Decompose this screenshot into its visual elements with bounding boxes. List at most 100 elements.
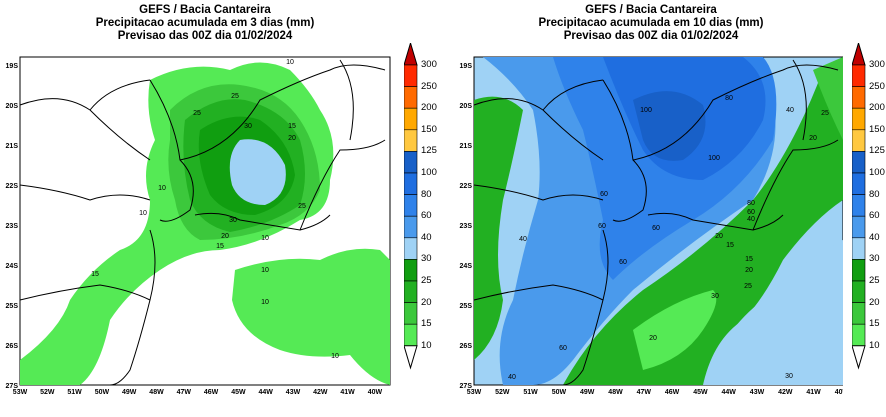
colorbar-label: 25: [869, 275, 880, 286]
contour-label: 40: [747, 216, 755, 223]
contour-label: 10: [261, 299, 269, 306]
contour-label: 60: [652, 225, 660, 232]
colorbar-label: 150: [869, 123, 885, 135]
colorbar-segment: [851, 237, 866, 260]
lon-tick-label: 46W: [204, 389, 219, 396]
colorbar-segment: [851, 323, 866, 347]
lon-tick-label: 49W: [122, 389, 137, 396]
colorbar-label: 300: [869, 59, 885, 70]
colorbar-segment: [851, 194, 866, 217]
colorbar-segment: [403, 215, 418, 239]
contour-label: 25: [193, 110, 201, 117]
colorbar-label: 20: [421, 296, 432, 308]
contour-label: 25: [231, 93, 239, 100]
lat-tick-label: 20S: [460, 103, 473, 110]
precip-field: [474, 57, 843, 385]
lat-tick-label: 19S: [6, 63, 19, 70]
colorbar-label: 20: [869, 296, 880, 308]
lon-tick-label: 52W: [40, 389, 55, 396]
contour-label: 30: [785, 373, 793, 380]
lon-tick-label: 42W: [778, 389, 793, 396]
lon-tick-label: 50W: [552, 389, 567, 396]
colorbar-label: 150: [421, 123, 437, 135]
colorbar-label: 100: [869, 167, 885, 178]
lon-tick-label: 47W: [637, 389, 652, 396]
colorbar-label: 30: [421, 253, 432, 265]
lon-tick-label: 51W: [523, 389, 538, 396]
title-line: Precipitacao acumulada em 3 dias (mm): [95, 17, 315, 29]
lon-tick-label: 41W: [806, 389, 821, 396]
map-title: GEFS / Bacia Cantareira Precipitacao acu…: [501, 4, 801, 43]
contour-label: 25: [744, 283, 752, 290]
contour-label: 60: [559, 345, 567, 352]
colorbar-segment: [403, 280, 418, 303]
lon-tick-label: 48W: [608, 389, 623, 396]
contour-label: 40: [508, 374, 516, 381]
colorbar-label: 60: [869, 210, 880, 222]
contour-label: 60: [619, 259, 627, 266]
contour-label: 20: [649, 335, 657, 342]
colorbar-segment: [403, 129, 418, 152]
colorbar-svg: [851, 41, 866, 370]
colorbar-segment: [403, 323, 418, 347]
colorbar-label: 30: [869, 253, 880, 265]
colorbar-label: 40: [869, 231, 880, 243]
contour-label: 15: [216, 243, 224, 250]
colorbar-segment: [403, 259, 418, 282]
colorbar-label: 10: [869, 339, 880, 351]
lat-tick-label: 21S: [460, 143, 473, 150]
colorbar-label: 125: [869, 145, 885, 157]
colorbar-label: 15: [869, 318, 880, 330]
lat-tick-label: 21S: [6, 143, 19, 150]
contour-label: 30: [244, 123, 252, 130]
contour-label: 20: [809, 135, 817, 142]
lat-tick-label: 25S: [6, 303, 19, 310]
contour-label: 25: [821, 110, 829, 117]
colorbar-segment: [403, 151, 418, 174]
lon-tick-label: 40W: [835, 389, 843, 396]
lon-tick-label: 49W: [580, 389, 595, 396]
lat-tick-label: 22S: [460, 183, 473, 190]
title-line: Previsao das 00Z dia 01/02/2024: [117, 30, 293, 42]
lat-tick-label: 25S: [460, 303, 473, 310]
colorbar-label: 100: [421, 167, 437, 178]
contour-label: 60: [747, 209, 755, 216]
lat-tick-label: 24S: [6, 263, 19, 270]
lat-tick-label: 26S: [6, 343, 19, 350]
lon-tick-label: 47W: [177, 389, 192, 396]
contour-label: 10: [158, 185, 166, 192]
colorbar-segment: [851, 86, 866, 109]
contour-label: 10: [286, 59, 294, 66]
colorbar-over-arrow: [851, 41, 866, 66]
lon-tick-label: 53W: [467, 389, 482, 396]
colorbar-segment: [851, 64, 866, 87]
contour-label: 30: [229, 217, 237, 224]
lat-tick-label: 20S: [6, 103, 19, 110]
precip-field: [20, 62, 390, 385]
lon-tick-label: 45W: [693, 389, 708, 396]
precip-map-3day: 10 25 25 30 15 20 10 10 30 20 15 10 25 15 10 10 10 53W 52…: [6, 56, 391, 396]
map-panel-10day: GEFS / Bacia Cantareira Precipitacao acu…: [443, 0, 886, 417]
title-line: GEFS / Bacia Cantareira: [585, 4, 717, 16]
colorbar-segment: [851, 129, 866, 152]
contour-label: 15: [288, 123, 296, 130]
lon-tick-label: 41W: [340, 389, 355, 396]
contour-label: 15: [91, 271, 99, 278]
borders: [473, 59, 839, 386]
colorbar-under-arrow: [851, 345, 866, 370]
colorbar-label: 10: [421, 339, 432, 351]
colorbar-label: 60: [421, 210, 432, 222]
lon-tick-label: 43W: [750, 389, 765, 396]
contour-label: 40: [519, 236, 527, 243]
colorbar-svg: [403, 41, 418, 370]
contour-label: 10: [331, 353, 339, 360]
contour-label: 10: [261, 235, 269, 242]
contour-label: 80: [725, 95, 733, 102]
lon-tick-label: 48W: [149, 389, 164, 396]
lon-tick-label: 51W: [67, 389, 82, 396]
colorbar-label: 300: [421, 59, 437, 70]
colorbar-segment: [403, 64, 418, 87]
title-line: Previsao das 00Z dia 01/02/2024: [563, 30, 739, 42]
lat-tick-label: 23S: [460, 223, 473, 230]
